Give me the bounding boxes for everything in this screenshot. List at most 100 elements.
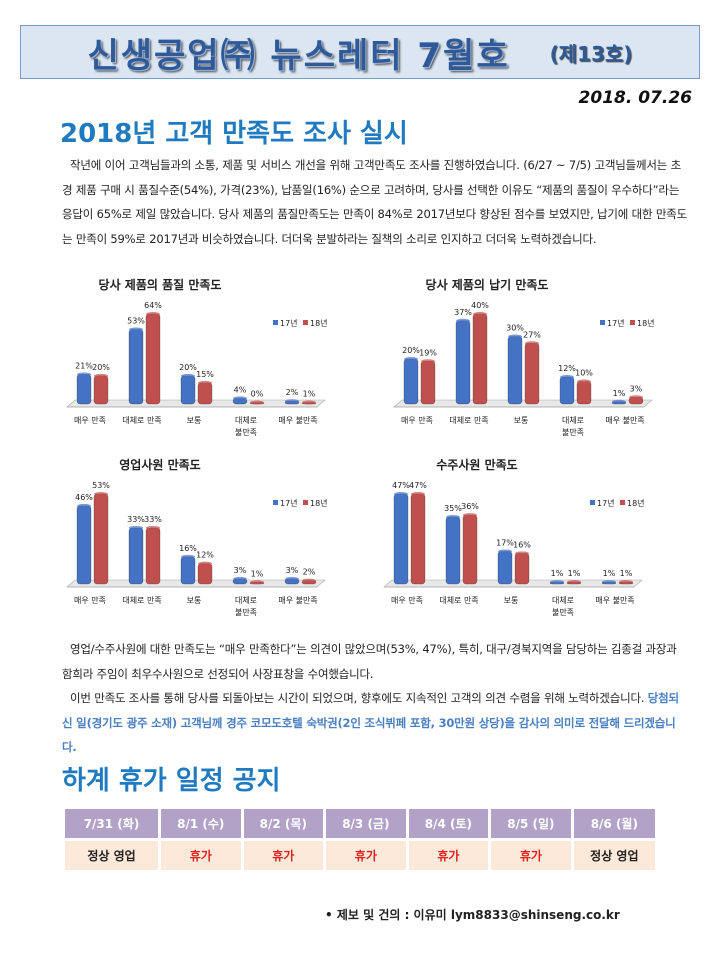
bar-top	[577, 379, 591, 384]
day-status: 휴가	[491, 841, 571, 870]
data-label: 64%	[144, 301, 162, 310]
category-label: 불만족	[235, 427, 257, 437]
bar-17년	[128, 527, 144, 585]
data-label: 20%	[92, 363, 110, 372]
chart-title: 당사 제품의 납기 만족도	[426, 277, 549, 292]
data-label: 16%	[513, 540, 531, 549]
category-label: 불만족	[562, 427, 584, 437]
bar-18년	[197, 382, 213, 405]
table-header-row: 7/31 (화) 8/1 (수) 8/2 (목) 8/3 (금) 8/4 (토) 8/5 …	[65, 809, 655, 838]
bar-top	[285, 576, 299, 581]
data-label: 3%	[234, 566, 247, 575]
legend-label: 18년	[310, 318, 328, 328]
data-label: 1%	[613, 389, 626, 398]
day-status: 휴가	[161, 841, 241, 870]
category-label: 매우 불만족	[278, 595, 317, 605]
data-label: 12%	[558, 364, 576, 373]
category-label: 대체로	[235, 415, 257, 425]
legend-swatch	[303, 320, 308, 325]
bar-top	[404, 357, 418, 361]
bar-18년	[576, 381, 592, 405]
chart-quality: 당사 제품의 품질 만족도 21% 20% 매우 만족 53% 64% 대체로 만족 20% 1…	[45, 272, 355, 452]
category-label: 보통	[187, 416, 202, 425]
data-label: 10%	[575, 369, 593, 378]
legend-label: 17년	[607, 318, 625, 328]
data-label: 15%	[196, 370, 214, 379]
staff-paragraph: 영업/수주사원에 대한 만족도는 “매우 만족한다”는 의견이 많았으며(53%…	[62, 642, 677, 681]
bar-17년	[76, 374, 92, 405]
bar-top	[146, 312, 160, 316]
bar-18년	[197, 563, 213, 585]
bar-top	[302, 578, 316, 583]
newsletter-title: 신생공업㈜ 뉴스레터 7월호	[87, 35, 510, 76]
prize-notice: 당첨되신 일(경기도 광주 소재) 고객님께 경주 코모도호텔 숙박권(2인 조…	[62, 691, 679, 754]
bar-18년	[145, 527, 161, 585]
chart-title: 수주사원 만족도	[436, 457, 517, 472]
closing-paragraph: 이번 만족도 조사를 통해 당사를 되돌아보는 시간이 되었으며, 향후에도 지…	[62, 686, 687, 760]
day-status: 정상 영업	[573, 841, 655, 870]
bar-top	[250, 400, 264, 405]
category-label: 대체로 만족	[122, 415, 161, 425]
title-banner: 신생공업㈜ 뉴스레터 7월호 (제13호)	[20, 25, 700, 79]
bar-17년	[455, 320, 471, 405]
bar-top	[473, 312, 487, 316]
chart-svg: 영업사원 만족도 46% 53% 매우 만족 33% 33% 대체로 만족 16%12% 보통 3…	[66, 457, 328, 617]
data-label: 47%	[409, 481, 427, 490]
data-label: 3%	[630, 384, 643, 393]
data-label: 19%	[419, 348, 437, 357]
bar-top	[181, 554, 195, 559]
chart-svg: 수주사원 만족도 47% 47% 매우 만족 35% 36% 대체로 만족 17% 16% 보통 1…	[383, 457, 645, 617]
bar-18년	[145, 313, 161, 405]
bar-top	[560, 375, 574, 379]
day-header: 8/4 (토)	[408, 809, 489, 838]
chart-sales-staff: 영업사원 만족도 46% 53% 매우 만족 33% 33% 대체로 만족 16% 12% 보통 3…	[45, 452, 355, 632]
data-label: 37%	[454, 308, 472, 317]
bar-17년	[180, 556, 196, 585]
issue-number: (제13호)	[549, 41, 633, 66]
legend-swatch	[600, 320, 605, 325]
bar-17년	[403, 358, 419, 405]
legend-label: 17년	[280, 318, 298, 328]
data-label: 3%	[286, 566, 299, 575]
bar-top	[612, 399, 626, 404]
bar-17년	[507, 336, 523, 405]
chart-order-staff: 수주사원 만족도 47% 47% 매우 만족 35% 36% 대체로 만족 17% 16% 보통 1…	[362, 452, 672, 632]
bar-top	[250, 580, 264, 585]
category-label: 대체로	[235, 595, 257, 605]
category-label: 대체로 만족	[122, 595, 161, 605]
data-label: 1%	[551, 569, 564, 578]
bar-17년	[445, 516, 461, 585]
category-label: 대체로 만족	[439, 595, 478, 605]
bar-17년	[180, 375, 196, 405]
bar-top	[302, 400, 316, 405]
bar-top	[508, 334, 522, 339]
category-label: 대체로 만족	[449, 415, 488, 425]
data-label: 53%	[127, 316, 145, 325]
legend-swatch	[303, 500, 308, 505]
category-label: 불만족	[235, 607, 257, 617]
bar-top	[198, 380, 212, 385]
data-label: 47%	[392, 481, 410, 490]
bar-top	[77, 372, 91, 377]
data-label: 4%	[234, 385, 247, 394]
table-row: 정상 영업 휴가 휴가 휴가 휴가 휴가 정상 영업	[65, 841, 655, 870]
closing-text: 이번 만족도 조사를 통해 당사를 되돌아보는 시간이 되었으며, 향후에도 지…	[70, 691, 645, 705]
data-label: 1%	[303, 390, 316, 399]
data-label: 1%	[603, 569, 616, 578]
bar-top	[550, 580, 564, 585]
day-header: 8/1 (수)	[161, 809, 241, 838]
bar-top	[525, 341, 539, 346]
bar-17년	[76, 505, 92, 585]
chart-svg: 당사 제품의 납기 만족도 20% 19% 매우 만족 37%40% 대체로 만족 30%2…	[393, 277, 655, 437]
bar-top	[515, 551, 529, 556]
day-status: 휴가	[408, 841, 489, 870]
category-label: 매우 불만족	[605, 415, 644, 425]
bar-17년	[128, 329, 144, 405]
bar-top	[446, 514, 460, 519]
day-header: 8/3 (금)	[326, 809, 406, 838]
legend-label: 17년	[597, 498, 615, 508]
bar-18년	[524, 343, 540, 405]
data-label: 0%	[251, 390, 264, 399]
chart-title: 영업사원 만족도	[119, 457, 200, 472]
